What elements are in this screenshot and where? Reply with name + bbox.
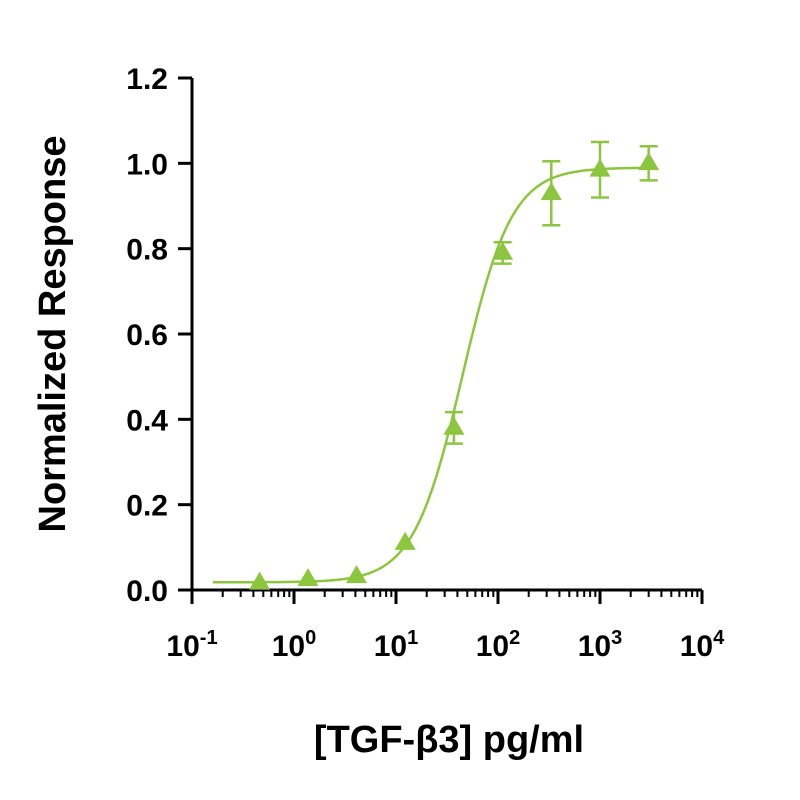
data-point: [540, 182, 562, 201]
data-point: [394, 531, 416, 550]
x-tick-label-base: 10: [680, 630, 713, 663]
data-point: [346, 565, 368, 584]
y-tick-label: 0.4: [126, 404, 168, 437]
y-tick-label: 0.6: [126, 319, 168, 352]
y-tick-label: 1.0: [126, 148, 168, 181]
x-tick-label-exponent: 3: [611, 627, 622, 649]
x-tick-label-base: 10: [166, 630, 199, 663]
x-tick-label-exponent: 4: [713, 627, 725, 649]
x-tick-label-base: 10: [578, 630, 611, 663]
y-tick-label: 0.8: [126, 234, 168, 267]
x-tick-label-exponent: 1: [407, 627, 418, 649]
x-tick-label-exponent: -1: [200, 627, 218, 649]
fit-curve: [212, 166, 649, 584]
x-tick-label: 104: [680, 627, 725, 663]
x-tick-label-exponent: 0: [305, 627, 316, 649]
y-axis-title: Normalized Response: [32, 136, 74, 533]
x-tick-label-exponent: 2: [509, 627, 520, 649]
x-tick-label-base: 10: [476, 630, 509, 663]
y-tick-label: 1.2: [126, 63, 168, 96]
x-tick-label-base: 10: [272, 630, 305, 663]
x-tick-label: 102: [476, 627, 521, 663]
data-point: [443, 416, 465, 435]
x-axis-title: [TGF-β3] pg/ml: [314, 719, 584, 761]
x-tick-label: 100: [272, 627, 317, 663]
x-tick-label-base: 10: [374, 630, 407, 663]
y-tick-label: 0.2: [126, 490, 168, 523]
y-tick-label: 0.0: [126, 575, 168, 608]
data-point: [249, 571, 271, 590]
x-tick-label: 101: [374, 627, 419, 663]
data-point: [589, 158, 611, 177]
data-point: [638, 152, 660, 171]
x-tick-label: 10-1: [166, 627, 217, 663]
x-tick-label: 103: [578, 627, 623, 663]
data-point: [492, 241, 514, 260]
data-point: [297, 568, 319, 587]
